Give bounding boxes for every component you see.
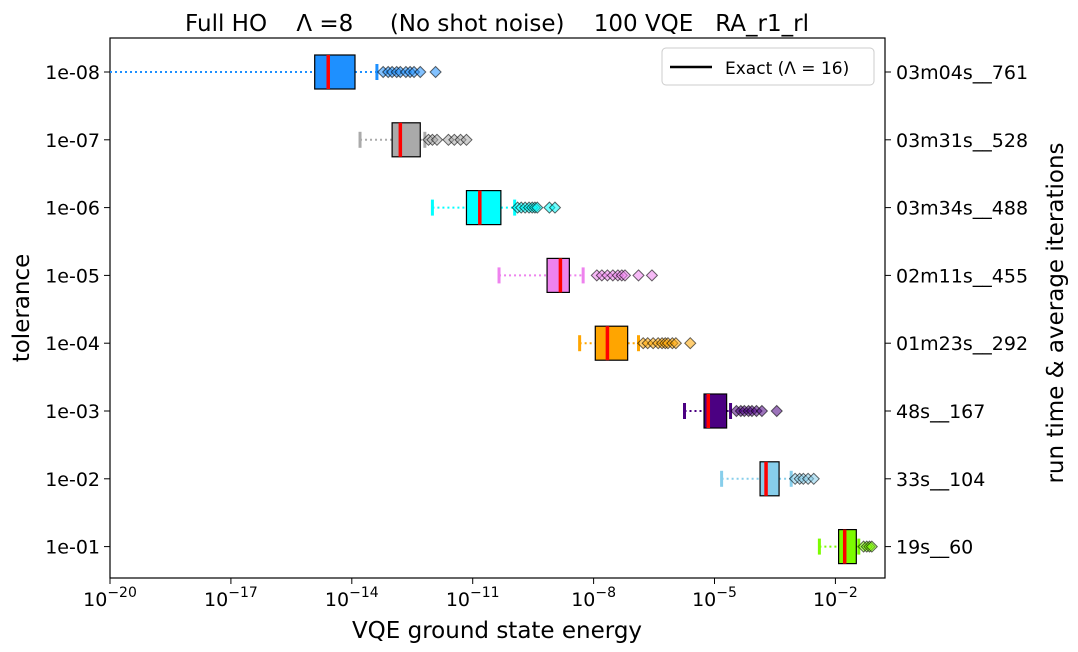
- flier-point: [430, 133, 444, 147]
- x-tick-label: 10−17: [204, 585, 258, 611]
- flier-point: [669, 336, 683, 350]
- flier-point: [755, 404, 769, 418]
- y-tick-label: 1e-01: [45, 537, 100, 559]
- right-tick-label: 19s__60: [896, 537, 973, 559]
- flier-point: [548, 201, 562, 214]
- box-group-1e-01: [817, 528, 879, 565]
- right-tick-label: 33s__104: [896, 469, 985, 491]
- y-tick-label: 1e-04: [45, 333, 100, 355]
- x-axis-label: VQE ground state energy: [352, 618, 642, 644]
- box-iqr: [838, 528, 857, 565]
- legend-label-exact: Exact (Λ = 16): [725, 59, 849, 79]
- box-iqr: [391, 122, 421, 158]
- box-iqr: [594, 325, 629, 361]
- box-iqr: [314, 54, 356, 90]
- legend: Exact (Λ = 16): [661, 47, 875, 86]
- box-iqr: [546, 257, 570, 293]
- y-tick-label: 1e-02: [45, 469, 100, 491]
- flier-point: [645, 269, 659, 282]
- x-tick-label: 10−2: [813, 585, 858, 611]
- right-tick-label: 03m04s__761: [896, 62, 1028, 84]
- legend-box: [661, 47, 875, 86]
- right-tick-label: 03m31s__528: [896, 130, 1028, 152]
- flier-point: [807, 472, 820, 486]
- y-tick-label: 1e-08: [45, 62, 100, 84]
- y-axis-label: tolerance: [9, 254, 35, 363]
- box-group-1e-04: [578, 325, 697, 361]
- x-tick-label: 10−5: [692, 585, 737, 611]
- y-tick-label: 1e-03: [45, 401, 100, 423]
- chart-title: Full HO Λ =8 (No shot noise) 100 VQE RA_…: [185, 11, 809, 37]
- x-tick-label: 10−8: [571, 585, 616, 611]
- x-tick-label: 10−11: [446, 585, 500, 611]
- flier-point: [865, 540, 879, 553]
- y-tick-label: 1e-05: [45, 265, 100, 287]
- x-tick-label: 10−20: [83, 585, 137, 611]
- right-tick-label: 02m11s__455: [896, 265, 1028, 287]
- flier-point: [414, 65, 427, 79]
- x-tick-label: 10−14: [325, 585, 379, 611]
- box-group-1e-06: [430, 190, 562, 226]
- box-group-1e-05: [497, 257, 659, 293]
- y-tick-label: 1e-07: [45, 130, 100, 152]
- right-axis-label: run time & average iterations: [1043, 142, 1069, 483]
- box-group-1e-07: [358, 122, 473, 158]
- plot-area: [109, 37, 886, 579]
- box-group-1e-08: [110, 54, 442, 90]
- flier-point: [460, 133, 473, 147]
- flier-point: [632, 269, 645, 282]
- box-group-1e-03: [682, 393, 783, 429]
- box-iqr: [759, 461, 780, 497]
- flier-point: [429, 65, 442, 79]
- right-tick-label: 03m34s__488: [896, 198, 1028, 220]
- flier-point: [618, 269, 632, 282]
- flier-point: [770, 404, 783, 418]
- flier-point: [684, 336, 697, 350]
- box-iqr: [465, 190, 502, 226]
- y-tick-label: 1e-06: [45, 198, 100, 220]
- box-group-1e-02: [720, 461, 820, 497]
- flier-point: [531, 201, 544, 214]
- right-tick-label: 01m23s__292: [896, 333, 1028, 355]
- right-tick-label: 48s__167: [896, 401, 985, 423]
